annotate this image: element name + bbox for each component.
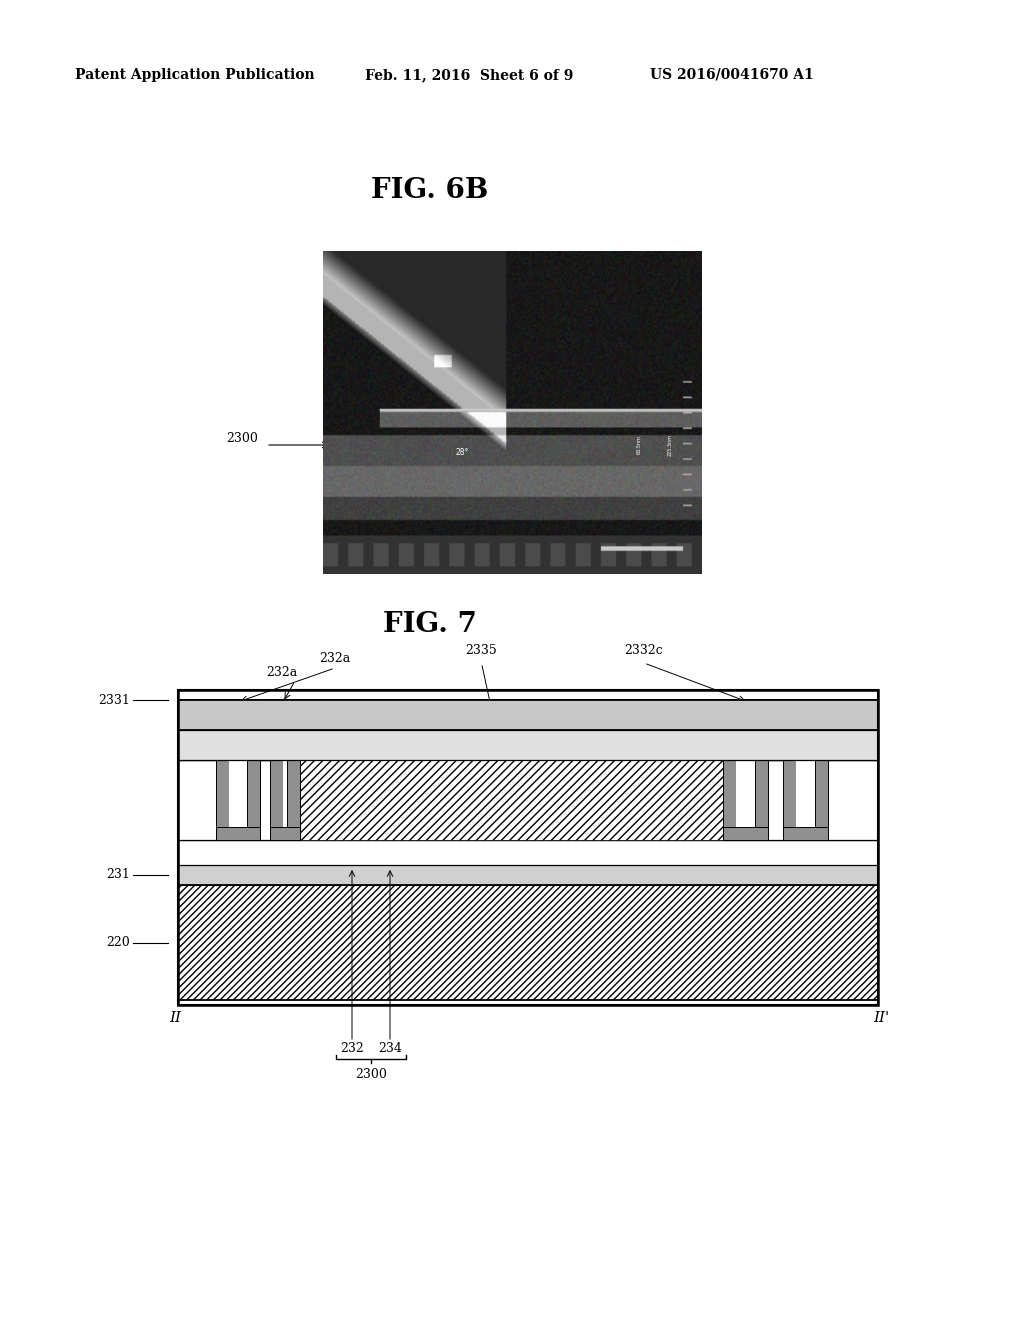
Bar [270,828,300,840]
Bar [723,760,736,840]
Text: 220: 220 [106,936,130,949]
Bar [178,730,878,760]
Text: 232a: 232a [319,652,350,664]
Text: 232a: 232a [266,667,298,680]
Bar [783,760,796,840]
Text: FIG. 7: FIG. 7 [383,611,477,639]
Bar [178,865,878,884]
Bar [723,760,768,840]
Text: FIG. 6B: FIG. 6B [372,177,488,203]
Text: 2331: 2331 [98,693,130,706]
Bar [247,760,260,840]
Text: II': II' [872,1011,889,1026]
Text: 2332c: 2332c [625,644,664,656]
Text: II: II [169,1011,181,1026]
Bar [178,690,878,1005]
Bar [815,760,828,840]
Bar [229,760,247,828]
Bar [796,760,815,828]
Bar [216,760,260,840]
Bar [178,730,878,760]
Bar [178,700,878,730]
Text: 234: 234 [378,1041,402,1055]
Bar [216,828,260,840]
Text: Patent Application Publication: Patent Application Publication [75,69,314,82]
Bar [178,840,878,865]
Bar [755,760,768,840]
Bar [283,760,287,828]
Bar [270,760,300,840]
Text: 2300: 2300 [226,432,258,445]
Bar [723,828,768,840]
Bar [178,690,878,1005]
Bar [178,700,878,730]
Bar [178,760,878,840]
Bar [736,760,755,828]
Bar [783,760,828,840]
Bar [216,760,229,840]
Text: 2335: 2335 [466,644,498,656]
Bar [300,760,723,840]
Text: US 2016/0041670 A1: US 2016/0041670 A1 [650,69,814,82]
Text: 232: 232 [340,1041,364,1055]
Bar [287,760,300,840]
Bar [783,828,828,840]
Bar [270,760,283,840]
Text: 2300: 2300 [355,1068,387,1081]
Text: 231: 231 [106,869,130,882]
Text: Feb. 11, 2016  Sheet 6 of 9: Feb. 11, 2016 Sheet 6 of 9 [365,69,573,82]
Bar [178,884,878,1001]
